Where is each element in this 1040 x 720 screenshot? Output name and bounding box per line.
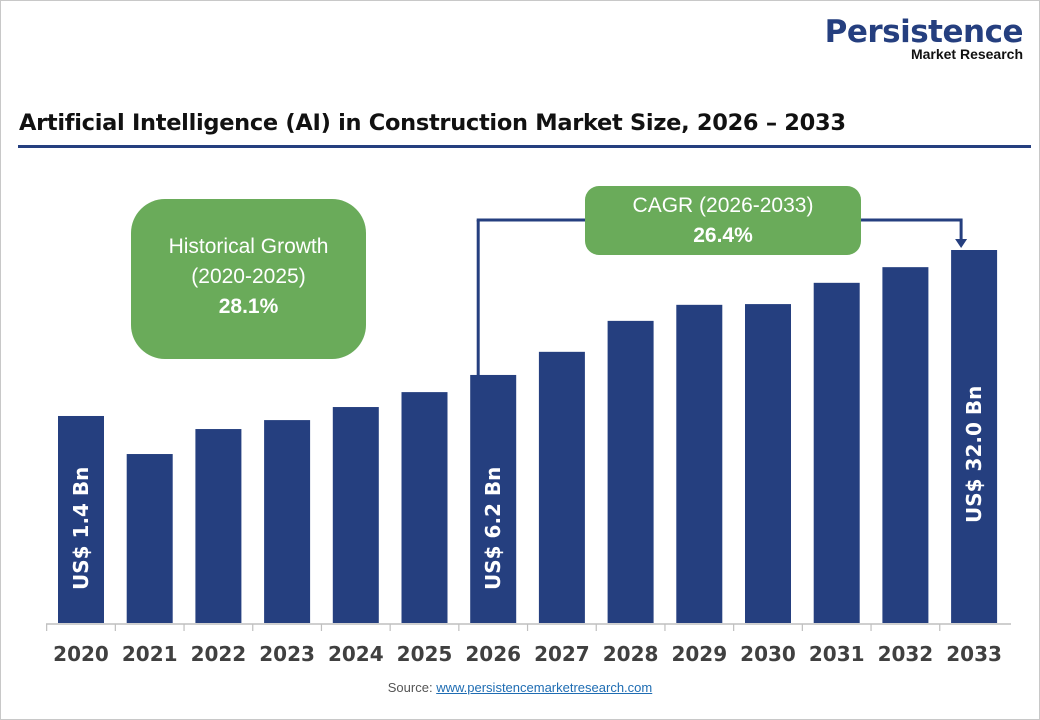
x-tick-label-2026: 2026 [465,642,521,666]
x-tick-label-2028: 2028 [603,642,659,666]
bar-2032 [882,267,929,623]
x-tick-label-2030: 2030 [740,642,796,666]
historical-value: 28.1% [218,295,279,318]
cagr-value: 26.4% [693,224,753,247]
bar-2023 [264,420,311,623]
data-label-2026: US$ 6.2 Bn [481,467,505,590]
x-tick-label-2029: 2029 [671,642,727,666]
x-tick-label-2027: 2027 [534,642,590,666]
x-tick-label-2033: 2033 [946,642,1002,666]
bar-2033 [951,250,998,623]
bar-2025 [401,392,448,623]
bar-2026 [470,374,517,623]
logo-brand: Persistence [824,14,1024,50]
historical-period: (2020-2025) [191,265,306,288]
title-rule [18,145,1031,148]
x-tick-label-2025: 2025 [397,642,453,666]
cagr-callout: CAGR (2026-2033) 26.4% [585,186,861,255]
cagr-label: CAGR (2026-2033) [632,194,814,217]
bar-2024 [332,407,379,623]
bar-2031 [813,282,860,623]
bar-2021 [126,454,173,623]
x-tick-label-2020: 2020 [53,642,109,666]
bar-2028 [607,320,654,623]
x-tick-label-2032: 2032 [878,642,934,666]
x-tick-label-2022: 2022 [191,642,247,666]
bar-2030 [745,304,791,623]
data-label-2020: US$ 1.4 Bn [69,467,93,590]
arrow-down-icon [955,239,968,248]
source-link[interactable]: www.persistencemarketresearch.com [436,680,653,695]
bar-2022 [195,429,242,623]
x-tick-label-2031: 2031 [809,642,865,666]
bar-2029 [676,304,723,623]
source-label: Source: [387,680,433,695]
historical-growth-callout: Historical Growth (2020-2025) 28.1% [131,199,366,359]
x-tick-label-2023: 2023 [259,642,315,666]
x-tick-label-2021: 2021 [122,642,178,666]
bar-2020 [58,415,104,623]
logo: Persistence Market Research [824,14,1024,62]
historical-label: Historical Growth [168,235,329,258]
source-note: Source: www.persistencemarketresearch.co… [1,680,1039,695]
chart-title: Artificial Intelligence (AI) in Construc… [19,110,846,136]
data-label-2033: US$ 32.0 Bn [962,386,986,523]
logo-sub: Market Research [910,46,1023,62]
x-tick-label-2024: 2024 [328,642,384,666]
bar-2027 [538,351,585,623]
